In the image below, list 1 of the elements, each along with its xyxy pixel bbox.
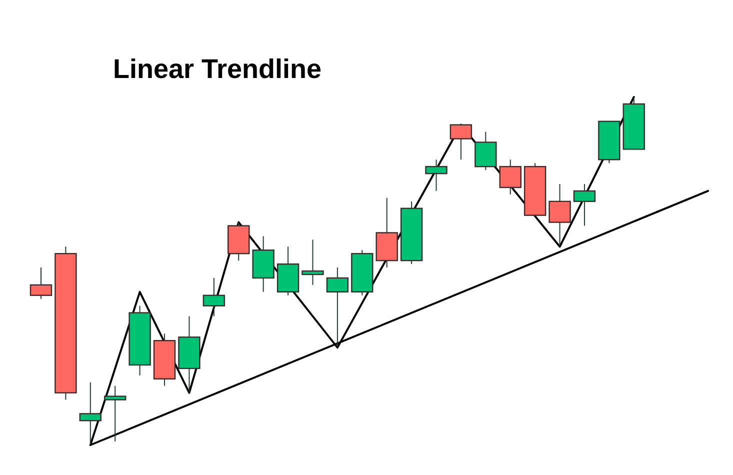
chart-title: Linear Trendline xyxy=(113,54,322,84)
